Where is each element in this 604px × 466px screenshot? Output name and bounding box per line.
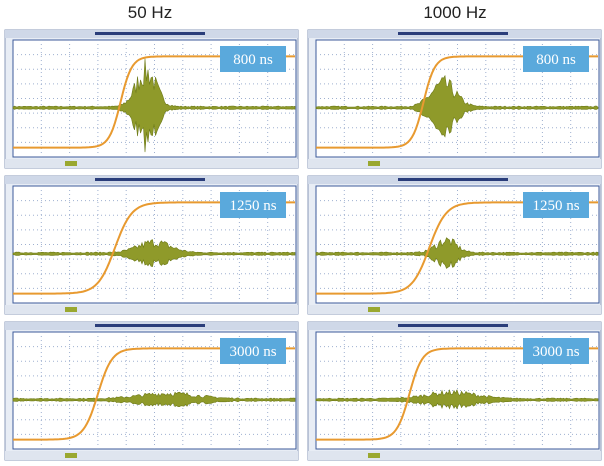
panel-label: 800 ns bbox=[536, 52, 576, 68]
status-tag bbox=[65, 453, 77, 458]
figure: 50 Hz 1000 Hz 800 ns 800 ns 1250 ns 1250 ns… bbox=[0, 0, 604, 466]
status-tag bbox=[65, 161, 77, 166]
panel-label: 1250 ns bbox=[532, 198, 579, 214]
scope-panel: 800 ns bbox=[308, 30, 601, 168]
scope-panel: 1250 ns bbox=[5, 176, 298, 314]
panel-label: 1250 ns bbox=[229, 198, 276, 214]
column-header: 1000 Hz bbox=[423, 3, 486, 22]
status-bar bbox=[308, 159, 601, 168]
status-tag bbox=[368, 453, 380, 458]
scope-panel: 3000 ns bbox=[308, 322, 601, 460]
status-bar bbox=[5, 159, 298, 168]
panel-label: 3000 ns bbox=[229, 344, 276, 360]
status-tag bbox=[65, 307, 77, 312]
status-bar-mark bbox=[95, 178, 205, 181]
scope-panel: 3000 ns bbox=[5, 322, 298, 460]
scope-panel: 1250 ns bbox=[308, 176, 601, 314]
status-bar bbox=[308, 451, 601, 460]
scope-panel: 800 ns bbox=[5, 30, 298, 168]
status-bar-mark bbox=[398, 32, 508, 35]
status-bar bbox=[308, 305, 601, 314]
status-bar-mark bbox=[95, 32, 205, 35]
status-bar bbox=[5, 451, 298, 460]
status-bar-mark bbox=[95, 324, 205, 327]
status-tag bbox=[368, 161, 380, 166]
column-header: 50 Hz bbox=[128, 3, 172, 22]
status-bar-mark bbox=[398, 178, 508, 181]
status-bar-mark bbox=[398, 324, 508, 327]
panel-label: 800 ns bbox=[233, 52, 273, 68]
panel-label: 3000 ns bbox=[532, 344, 579, 360]
status-tag bbox=[368, 307, 380, 312]
status-bar bbox=[5, 305, 298, 314]
